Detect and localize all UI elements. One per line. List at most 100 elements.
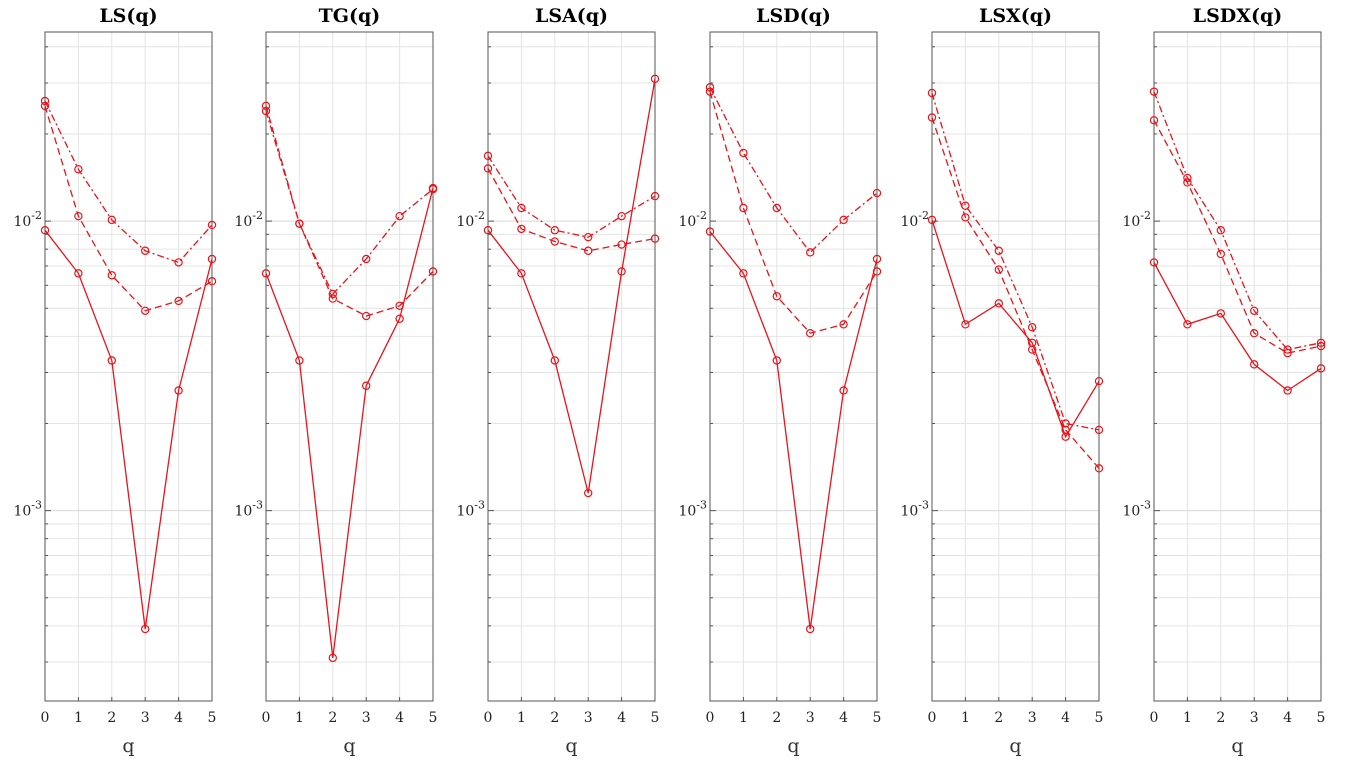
- x-axis-label: q: [787, 735, 799, 757]
- x-tick-label: 5: [1095, 710, 1104, 726]
- data-point: [617, 211, 626, 221]
- x-axis-label: q: [1231, 735, 1243, 757]
- data-point: [806, 248, 815, 257]
- data-point: [328, 289, 337, 299]
- series-line-dashdot: [709, 86, 878, 254]
- x-axis-label: q: [343, 735, 355, 757]
- series-line-dashdot: [265, 110, 434, 296]
- data-point: [395, 314, 404, 323]
- x-tick-label: 1: [517, 710, 526, 726]
- panel-lsdq: 0 1 2 3 4 5 10-3 10-2 LSD(q) q: [678, 5, 881, 757]
- data-point: [1149, 116, 1159, 125]
- data-point: [74, 211, 83, 221]
- x-tick-label: 0: [1150, 710, 1159, 726]
- series-line-dashed: [709, 91, 878, 334]
- y-tick-label: 10-2: [900, 209, 929, 230]
- x-tick-label: 0: [706, 710, 715, 726]
- series-line-dashdot: [931, 92, 1100, 431]
- data-point: [207, 277, 217, 286]
- data-point: [1249, 329, 1259, 338]
- series-line-solid: [487, 78, 656, 494]
- data-point: [927, 215, 937, 225]
- x-tick-label: 5: [1317, 710, 1326, 726]
- data-point: [927, 88, 937, 98]
- data-point: [362, 381, 371, 390]
- series-line-dashdot: [487, 155, 656, 238]
- series-line-solid: [709, 231, 878, 630]
- data-point: [483, 151, 493, 161]
- series-line-solid: [1153, 262, 1322, 392]
- x-tick-label: 3: [1028, 710, 1037, 726]
- series-line-solid: [931, 219, 1100, 439]
- data-point: [1216, 226, 1226, 235]
- data-point: [705, 83, 715, 92]
- data-point: [617, 267, 626, 276]
- data-point: [1149, 87, 1159, 96]
- data-point: [1249, 360, 1259, 369]
- data-point: [483, 226, 493, 235]
- data-point: [395, 211, 404, 221]
- x-tick-label: 4: [1283, 710, 1292, 726]
- data-point: [107, 215, 117, 225]
- panel-title: LS(q): [99, 5, 157, 27]
- data-point: [584, 488, 593, 498]
- data-point: [961, 320, 970, 329]
- y-tick-label: 10-2: [13, 209, 42, 230]
- data-point: [140, 246, 150, 255]
- data-point: [1094, 464, 1104, 473]
- x-tick-label: 3: [584, 710, 593, 726]
- data-point: [994, 299, 1004, 308]
- data-point: [550, 226, 560, 235]
- data-point: [705, 227, 715, 236]
- data-point: [107, 271, 117, 280]
- data-point: [1249, 306, 1259, 316]
- data-point: [650, 234, 660, 243]
- panel-title: LSX(q): [979, 5, 1052, 27]
- x-tick-label: 3: [806, 710, 815, 726]
- data-point: [1183, 320, 1192, 329]
- data-point: [140, 306, 150, 316]
- series-line-dashed: [1153, 119, 1322, 354]
- x-tick-label: 2: [772, 710, 781, 726]
- axes-box: [265, 31, 434, 702]
- x-axis-label: q: [122, 735, 134, 757]
- data-point: [1216, 309, 1226, 318]
- data-point: [1283, 348, 1292, 358]
- x-tick-label: 4: [395, 710, 404, 726]
- x-tick-label: 4: [174, 710, 183, 726]
- data-point: [1094, 425, 1104, 435]
- y-tick-label: 10-3: [456, 499, 485, 520]
- x-tick-label: 0: [928, 710, 937, 726]
- data-point: [74, 165, 83, 174]
- data-point: [295, 356, 304, 365]
- data-point: [739, 148, 748, 158]
- data-point: [517, 269, 526, 278]
- data-point: [1027, 345, 1037, 354]
- y-tick-label: 10-3: [234, 499, 263, 520]
- x-tick-label: 5: [651, 710, 660, 726]
- data-point: [328, 294, 337, 303]
- data-point: [1183, 173, 1192, 183]
- data-point: [74, 269, 83, 278]
- x-tick-label: 1: [74, 710, 83, 726]
- x-tick-label: 3: [1250, 710, 1259, 726]
- data-point: [739, 269, 748, 278]
- data-point: [739, 203, 748, 213]
- x-axis-label: q: [1009, 735, 1021, 757]
- data-point: [961, 201, 970, 210]
- data-point: [1283, 345, 1292, 354]
- data-point: [839, 215, 848, 225]
- series-line-dashdot: [44, 100, 213, 264]
- y-tick-label: 10-2: [1122, 209, 1151, 230]
- x-tick-label: 0: [262, 710, 271, 726]
- data-point: [839, 320, 848, 329]
- series-line-dashed: [931, 117, 1100, 469]
- axes-box: [931, 31, 1100, 702]
- data-point: [483, 164, 493, 173]
- x-tick-label: 3: [362, 710, 371, 726]
- data-point: [107, 356, 117, 365]
- data-point: [584, 232, 593, 242]
- x-tick-label: 5: [208, 710, 217, 726]
- series-line-solid: [44, 229, 213, 630]
- x-tick-label: 1: [295, 710, 304, 726]
